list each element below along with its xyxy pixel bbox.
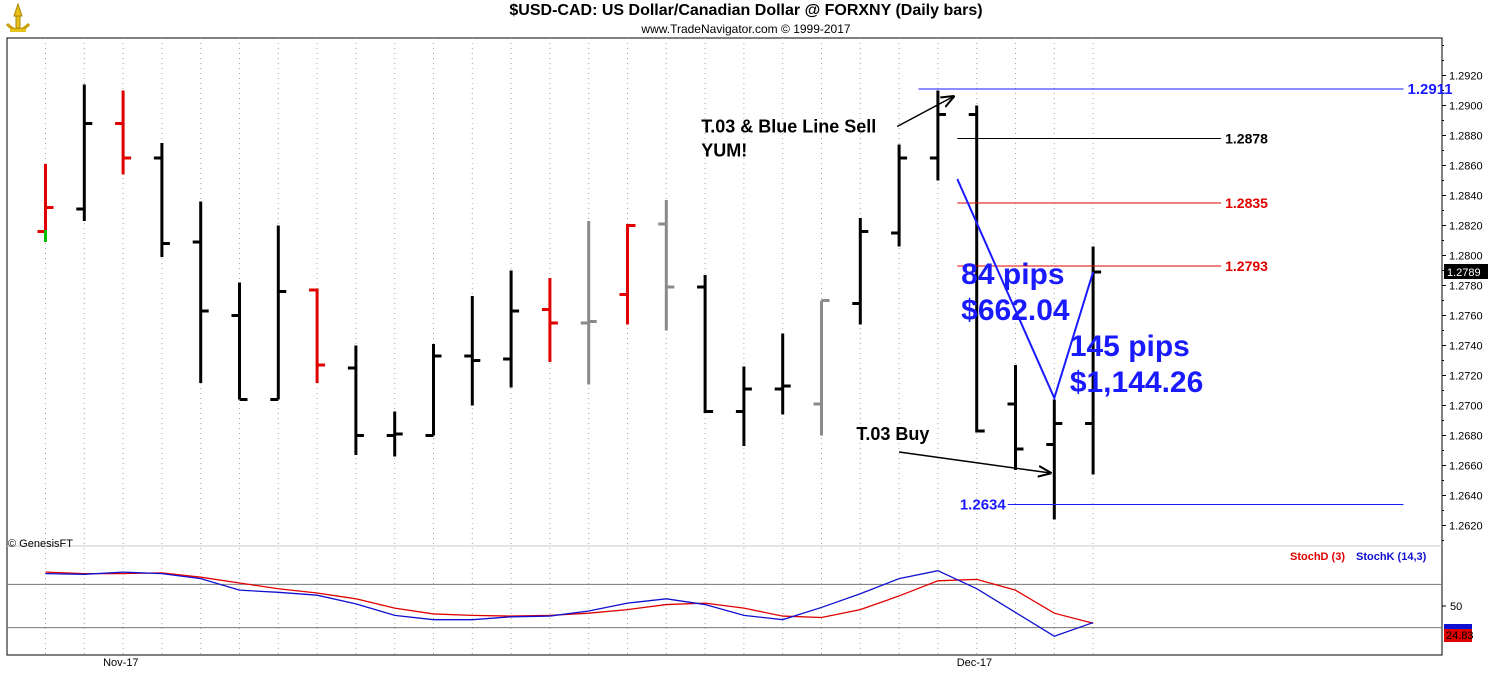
ohlc-bar (852, 218, 869, 325)
last-price-label: 1.2789 (1447, 267, 1481, 279)
ohlc-bar (1007, 365, 1024, 470)
level-label: 1.2878 (1225, 131, 1268, 147)
level-label: 1.2793 (1225, 258, 1268, 274)
ohlc-bar (813, 299, 830, 436)
y-tick-label: 1.2780 (1449, 281, 1483, 293)
annotation-text: T.03 Buy (856, 424, 929, 444)
stoch-legend-d: StochD (3) (1290, 551, 1345, 563)
annotation-arrow (898, 451, 1050, 473)
y-tick-label: 1.2860 (1449, 161, 1483, 173)
ohlc-bar (76, 84, 93, 221)
genesis-watermark: © GenesisFT (8, 538, 73, 550)
ohlc-bar (309, 288, 326, 383)
y-tick-label: 1.2760 (1449, 311, 1483, 323)
level-label: 1.2634 (960, 497, 1007, 514)
annotation-text: YUM! (701, 141, 747, 161)
y-axis-ticks (1442, 45, 1446, 541)
annotation-text: $662.04 (961, 294, 1070, 327)
level-label: 1.2835 (1225, 195, 1268, 211)
ohlc-bar (774, 333, 791, 415)
y-tick-label: 1.2800 (1449, 251, 1483, 263)
ohlc-bar (231, 282, 248, 401)
ohlc-bar (386, 411, 403, 457)
x-tick-label: Dec-17 (957, 657, 992, 669)
level-label: 1.2911 (1408, 81, 1453, 98)
ohlc-bar (464, 296, 481, 406)
stoch-legend-k: StochK (14,3) (1356, 551, 1427, 563)
ohlc-bar (115, 90, 132, 175)
x-tick-label: Nov-17 (103, 657, 138, 669)
swing-line (956, 178, 1095, 401)
annotation-text: $1,144.26 (1070, 366, 1203, 399)
stoch-d-value-tag (1444, 629, 1472, 642)
ohlc-bar (153, 143, 170, 257)
y-tick-label: 1.2820 (1449, 221, 1483, 233)
y-tick-label: 1.2660 (1449, 461, 1483, 473)
annotation-text: T.03 & Blue Line Sell (701, 117, 876, 137)
ohlc-bar (425, 344, 442, 437)
last-price-box (1444, 264, 1488, 279)
stoch-tick-label: 50 (1450, 601, 1462, 613)
stoch-d-value-label: 24.83 (1446, 630, 1474, 642)
ohlc-bar (192, 201, 209, 383)
y-tick-label: 1.2840 (1449, 191, 1483, 203)
y-tick-label: 1.2920 (1449, 71, 1483, 83)
ohlc-bar (580, 221, 597, 385)
ohlc-bar (891, 144, 908, 247)
ohlc-bar (968, 105, 985, 433)
copyright-line: www.TradeNavigator.com © 1999-2017 (641, 22, 851, 36)
ohlc-bar (735, 366, 752, 446)
stoch-series-line (45, 570, 1094, 637)
ohlc-bar (619, 224, 636, 325)
ohlc-bar (541, 278, 558, 362)
chart-title: $USD-CAD: US Dollar/Canadian Dollar @ FO… (509, 2, 983, 19)
y-tick-label: 1.2880 (1449, 131, 1483, 143)
y-tick-label: 1.2680 (1449, 431, 1483, 443)
annotation-arrow (896, 97, 953, 128)
ohlc-bar (347, 345, 364, 455)
annotation-text: 84 pips (961, 258, 1064, 291)
stoch-series-line (45, 571, 1094, 624)
ohlc-bar (697, 275, 714, 413)
y-tick-label: 1.2900 (1449, 101, 1483, 113)
y-tick-label: 1.2740 (1449, 341, 1483, 353)
ohlc-bar (658, 200, 675, 331)
stoch-k-value-tag (1444, 624, 1472, 629)
ohlc-bar (503, 270, 520, 388)
ohlc-bar (1046, 399, 1063, 520)
y-tick-label: 1.2620 (1449, 521, 1483, 533)
y-tick-label: 1.2700 (1449, 401, 1483, 413)
annotation-text: 145 pips (1070, 330, 1190, 363)
ohlc-bar (270, 225, 287, 401)
y-tick-label: 1.2720 (1449, 371, 1483, 383)
y-tick-label: 1.2640 (1449, 491, 1483, 503)
chart-frame (6, 37, 1443, 656)
ohlc-bar (1085, 246, 1102, 475)
trade-navigator-logo (4, 2, 32, 34)
